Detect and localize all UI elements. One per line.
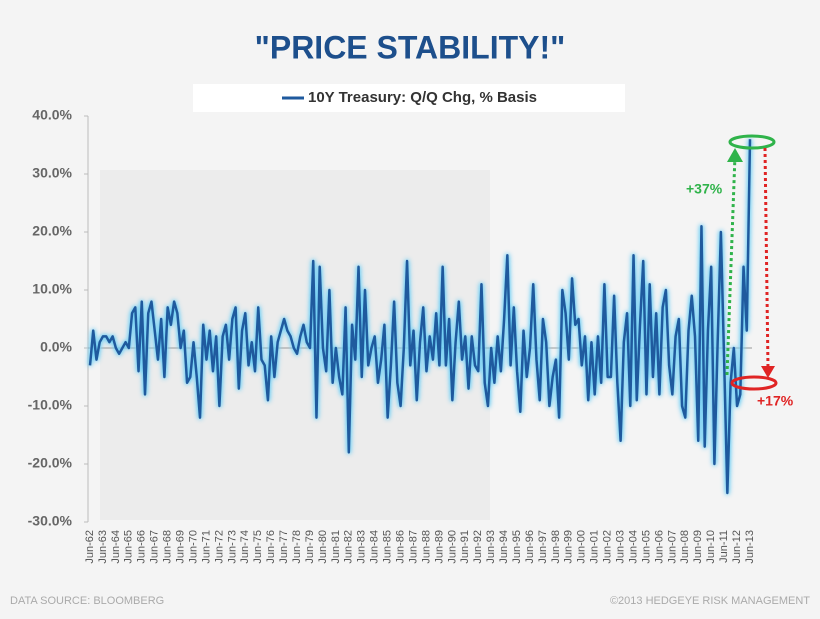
- x-tick-label: Jun-98: [550, 530, 562, 564]
- x-tick-label: Jun-12: [731, 530, 743, 564]
- x-tick-label: Jun-06: [653, 530, 665, 564]
- x-tick-label: Jun-92: [472, 530, 484, 564]
- legend: [193, 84, 625, 112]
- y-tick-label: 0.0%: [40, 339, 72, 355]
- y-tick-label: -10.0%: [28, 397, 73, 413]
- x-tick-label: Jun-97: [537, 530, 549, 564]
- x-tick-label: Jun-91: [459, 530, 471, 564]
- y-tick-label: 30.0%: [32, 165, 72, 181]
- y-tick-label: 40.0%: [32, 107, 72, 123]
- x-tick-label: Jun-01: [589, 530, 601, 564]
- arrow-up: [725, 154, 737, 376]
- credit: ©2013 HEDGEYE RISK MANAGEMENT: [610, 595, 810, 607]
- arrow-down: [763, 147, 770, 369]
- x-tick-label: Jun-93: [485, 530, 497, 564]
- x-tick-label: Jun-07: [666, 530, 678, 564]
- x-tick-label: Jun-02: [602, 530, 614, 564]
- y-tick-label: 20.0%: [32, 223, 72, 239]
- x-tick-label: Jun-87: [407, 530, 419, 564]
- x-tick-label: Jun-90: [446, 530, 458, 564]
- y-tick-label: 10.0%: [32, 281, 72, 297]
- x-tick-label: Jun-10: [705, 530, 717, 564]
- x-tick-label: Jun-64: [110, 530, 122, 564]
- x-tick-label: Jun-83: [356, 530, 368, 564]
- x-tick-label: Jun-67: [149, 530, 161, 564]
- x-tick-label: Jun-11: [718, 530, 730, 563]
- x-tick-label: Jun-66: [136, 530, 148, 564]
- x-tick-label: Jun-77: [278, 530, 290, 564]
- x-tick-label: Jun-78: [291, 530, 303, 564]
- legend-label: 10Y Treasury: Q/Q Chg, % Basis: [308, 89, 537, 106]
- x-tick-label: Jun-80: [317, 530, 329, 564]
- source: DATA SOURCE: BLOOMBERG: [10, 595, 164, 607]
- x-tick-label: Jun-04: [627, 530, 639, 564]
- x-tick-label: Jun-94: [498, 530, 510, 564]
- x-tick-label: Jun-74: [239, 530, 251, 564]
- annotation: +37%: [686, 181, 723, 197]
- x-tick-label: Jun-79: [304, 530, 316, 564]
- arrow-head: [727, 148, 743, 162]
- highlight: [730, 375, 778, 391]
- x-tick-label: Jun-62: [84, 530, 96, 564]
- chart-title: "PRICE STABILITY!": [255, 29, 566, 65]
- x-tick-label: Jun-73: [226, 530, 238, 564]
- x-tick-label: Jun-13: [744, 530, 756, 564]
- highlight: [728, 134, 776, 150]
- x-tick-label: Jun-68: [162, 530, 174, 564]
- x-tick-label: Jun-65: [123, 530, 135, 564]
- x-tick-label: Jun-70: [187, 530, 199, 564]
- x-tick-label: Jun-86: [394, 530, 406, 564]
- x-tick-label: Jun-69: [174, 530, 186, 564]
- x-tick-label: Jun-88: [420, 530, 432, 564]
- annotation: +17%: [757, 393, 794, 409]
- x-tick-label: Jun-71: [200, 530, 212, 564]
- x-tick-label: Jun-99: [563, 530, 575, 564]
- x-tick-label: Jun-76: [265, 530, 277, 564]
- x-tick-label: Jun-72: [213, 530, 225, 564]
- x-tick-label: Jun-00: [576, 530, 588, 564]
- x-tick-label: Jun-05: [640, 530, 652, 564]
- y-tick-label: -30.0%: [28, 513, 73, 529]
- x-tick-label: Jun-75: [252, 530, 264, 564]
- x-tick-label: Jun-09: [692, 530, 704, 564]
- x-tick-label: Jun-08: [679, 530, 691, 564]
- x-tick-label: Jun-89: [433, 530, 445, 564]
- x-tick-label: Jun-03: [614, 530, 626, 564]
- series-line: [88, 139, 752, 495]
- x-tick-label: Jun-84: [369, 530, 381, 564]
- arrow-head: [761, 366, 775, 378]
- x-tick-label: Jun-95: [511, 530, 523, 564]
- y-tick-label: -20.0%: [28, 455, 73, 471]
- x-tick-label: Jun-96: [524, 530, 536, 564]
- x-tick-label: Jun-81: [330, 530, 342, 564]
- x-tick-label: Jun-82: [343, 530, 355, 564]
- x-tick-label: Jun-63: [97, 530, 109, 564]
- plot-area: -30.0% -20.0% -10.0% 0.0% 10.0% 20.0% 30.0% 40.…: [28, 107, 756, 564]
- x-tick-label: Jun-85: [382, 530, 394, 564]
